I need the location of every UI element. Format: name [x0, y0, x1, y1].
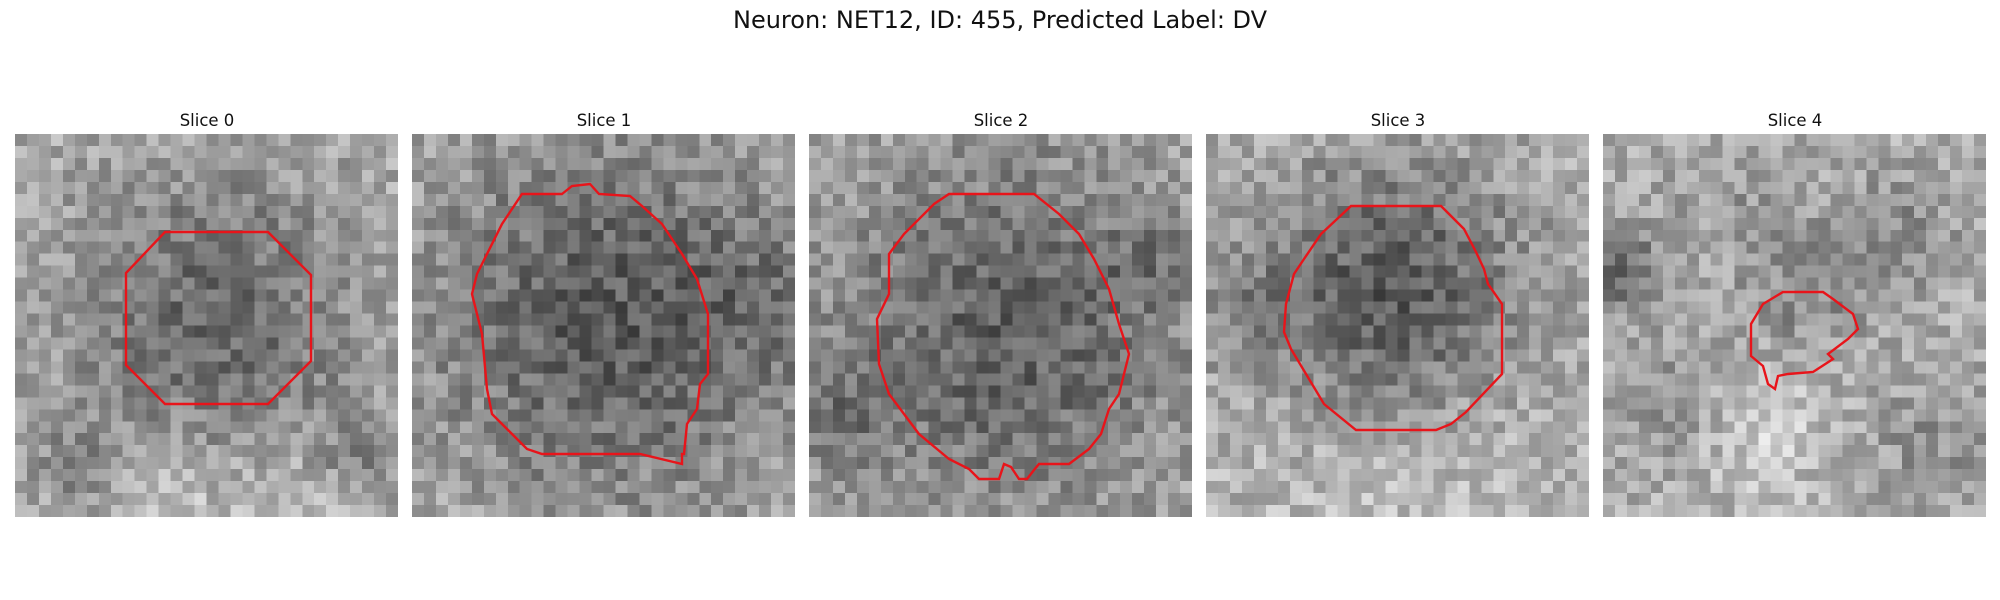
slice-image — [412, 134, 795, 517]
grayscale-patch — [1206, 134, 1589, 517]
grayscale-patch — [1603, 134, 1986, 517]
slice-title: Slice 0 — [179, 111, 235, 130]
slice-title: Slice 3 — [1370, 111, 1426, 130]
grayscale-patch — [809, 134, 1192, 517]
slice-title: Slice 2 — [973, 111, 1029, 130]
roi-contour — [470, 182, 710, 466]
slice-image — [1206, 134, 1589, 517]
slice-panel-0: Slice 0 — [15, 108, 399, 517]
roi-contour — [1749, 290, 1860, 392]
roi-contour — [124, 230, 313, 406]
slice-image — [809, 134, 1192, 517]
slice-title: Slice 1 — [576, 111, 632, 130]
slice-panel-1: Slice 1 — [412, 108, 796, 517]
figure-title: Neuron: NET12, ID: 455, Predicted Label:… — [732, 6, 1268, 34]
roi-contour — [1282, 204, 1504, 432]
slice-image — [1603, 134, 1986, 517]
slice-title: Slice 4 — [1767, 111, 1823, 130]
slice-panel-3: Slice 3 — [1206, 108, 1590, 517]
grayscale-patch — [412, 134, 795, 517]
roi-contour — [875, 192, 1131, 481]
slice-image — [15, 134, 398, 517]
slice-panel-2: Slice 2 — [809, 108, 1193, 517]
slice-panel-4: Slice 4 — [1603, 108, 1987, 517]
grayscale-patch — [15, 134, 398, 517]
